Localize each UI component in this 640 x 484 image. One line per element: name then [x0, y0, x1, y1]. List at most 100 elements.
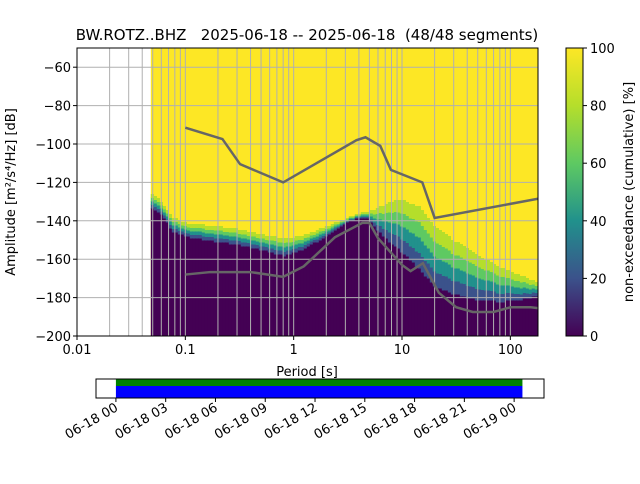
heatmap-cell [171, 218, 176, 222]
heatmap-cell [345, 222, 350, 336]
heatmap-cell [366, 215, 371, 217]
colorbar-tick-label: 20 [590, 272, 607, 287]
heatmap-cell [429, 267, 434, 283]
heatmap-cell [222, 242, 227, 336]
heatmap-cell [390, 202, 395, 213]
heatmap-cell [477, 300, 482, 336]
heatmap-cell [378, 219, 383, 226]
heatmap-cell [360, 213, 365, 216]
heatmap-cell [405, 242, 410, 257]
heatmap-cell [435, 288, 440, 336]
heatmap-cell [387, 212, 392, 223]
heatmap-cell [288, 238, 293, 243]
heatmap-cell [396, 224, 401, 237]
heatmap-cell [351, 217, 356, 219]
heatmap-cell [339, 226, 344, 336]
heatmap-cell [237, 230, 242, 234]
heatmap-cell [204, 226, 209, 230]
heatmap-cell [486, 290, 491, 301]
heatmap-cell [219, 234, 224, 239]
heatmap-cell [342, 222, 347, 224]
heatmap-cell [225, 235, 230, 239]
heatmap-cell [528, 280, 533, 285]
heatmap-cell [441, 232, 446, 247]
heatmap-cell [153, 206, 158, 211]
heatmap-cell [162, 212, 167, 216]
heatmap-cell [354, 215, 359, 217]
heatmap-cell [201, 240, 206, 336]
heatmap-cell [309, 244, 314, 336]
heatmap-cell [174, 218, 179, 222]
heatmap-cell [390, 223, 395, 234]
heatmap-cell [345, 219, 350, 221]
heatmap-cell [522, 276, 527, 282]
heatmap-cell [372, 218, 377, 223]
heatmap-cell [456, 255, 461, 269]
heatmap-cell [474, 288, 479, 301]
heatmap-cell [417, 221, 422, 238]
heatmap-cell [300, 250, 305, 336]
heatmap-cell [162, 218, 167, 336]
colorbar-ticks: 0 20 40 60 80 100 [583, 42, 615, 345]
heatmap-cell [297, 246, 302, 251]
heatmap-cell [297, 243, 302, 247]
heatmap-cell [258, 250, 263, 336]
heatmap-cell [399, 239, 404, 253]
heatmap-cell [468, 298, 473, 336]
heatmap-cell [420, 225, 425, 242]
heatmap-cell [444, 248, 449, 263]
heatmap-cell [177, 234, 182, 336]
heatmap-cell [177, 227, 182, 231]
heatmap-cell [270, 240, 275, 245]
heatmap-cell [333, 228, 338, 231]
heatmap-cell [336, 225, 341, 227]
heatmap-cell [519, 300, 524, 336]
heatmap-cell [198, 238, 203, 336]
heatmap-cell [246, 239, 251, 243]
heatmap-cell [195, 231, 200, 235]
heatmap-cell [249, 236, 254, 241]
colorbar-label: non-exceedance (cumulative) [%] [622, 82, 637, 302]
heatmap-cell [390, 244, 395, 336]
heatmap-cell [255, 237, 260, 242]
heatmap-cell [489, 262, 494, 272]
heatmap-cell [495, 302, 500, 336]
heatmap-cell [288, 246, 293, 251]
heatmap-cell [264, 250, 269, 336]
heatmap-cell [483, 260, 488, 271]
y-tick-label: −180 [35, 292, 71, 307]
heatmap-cell [240, 230, 245, 235]
heatmap-cell [318, 231, 323, 235]
heatmap-cell [180, 231, 185, 235]
nlnm-curve [185, 221, 538, 314]
heatmap-cell [462, 258, 467, 272]
heatmap-cell [489, 300, 494, 336]
heatmap-cell [312, 237, 317, 240]
y-tick-label: −80 [44, 100, 71, 115]
heatmap-cell [222, 235, 227, 239]
heatmap-cell [204, 233, 209, 237]
y-tick-label: −140 [35, 215, 71, 230]
heatmap-cell [459, 244, 464, 258]
heatmap-cell [459, 270, 464, 284]
heatmap-cell [387, 222, 392, 233]
heatmap-cell [360, 218, 365, 336]
heatmap-cell [315, 236, 320, 240]
heatmap-cell [198, 227, 203, 232]
heatmap-cell [273, 240, 278, 246]
heatmap-cell [393, 234, 398, 247]
heatmap-cell [363, 218, 368, 336]
heatmap-cell [294, 252, 299, 336]
heatmap-cell [156, 198, 161, 202]
heatmap-cell [498, 285, 503, 294]
heatmap-cell [285, 242, 290, 247]
heatmap-cell [312, 242, 317, 336]
heatmap-cell [156, 201, 161, 206]
heatmap-cell [408, 218, 413, 233]
heatmap-cell [270, 248, 275, 253]
heatmap-cell [330, 232, 335, 336]
heatmap-cell [498, 276, 503, 286]
heatmap-cell [306, 234, 311, 238]
heatmap-cell [336, 222, 341, 224]
